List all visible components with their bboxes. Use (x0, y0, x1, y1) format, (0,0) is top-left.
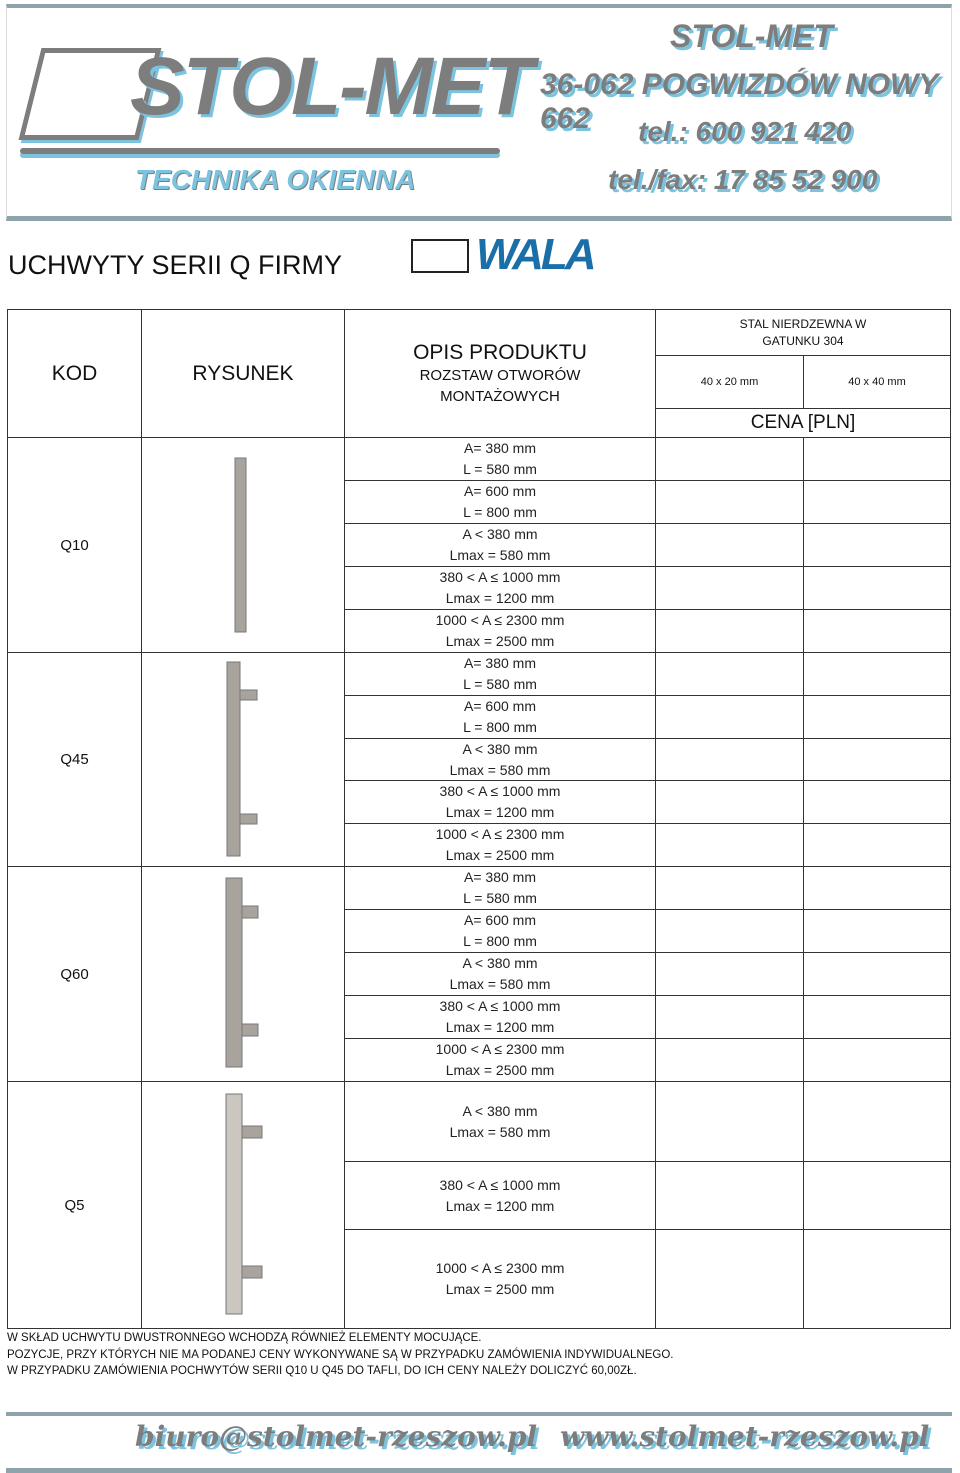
option-line: A < 380 mm (462, 955, 538, 971)
phone: tel.: 600 921 420 (638, 116, 852, 147)
logo-underline (20, 148, 500, 154)
header-text: OPIS PRODUKTU (413, 340, 587, 364)
option-line: Lmax = 2500 mm (445, 1062, 555, 1078)
header-text: KOD (51, 361, 98, 385)
option-cell: A < 380 mm Lmax = 580 mm (344, 523, 656, 567)
code: Q45 (60, 751, 89, 768)
option-line: A < 380 mm (462, 740, 538, 757)
option-line: Lmax = 1200 mm (445, 590, 555, 606)
option-line: Lmax = 2500 mm (445, 1281, 555, 1297)
handle-q10 (234, 457, 247, 633)
option-line: 380 < A ≤ 1000 mm (439, 1176, 561, 1193)
option-cell: 1000 < A ≤ 2300 mm Lmax = 2500 mm (344, 1229, 656, 1329)
header-text: STAL NIERDZEWNA W GATUNKU 304 (739, 316, 867, 348)
header-desc: OPIS PRODUKTU ROZSTAW OTWORÓW MONTAŻOWYCH (344, 309, 656, 438)
option-line: 380 < A ≤ 1000 mm (439, 569, 561, 585)
standoff (241, 905, 259, 919)
option-line: 380 < A ≤ 1000 mm (439, 783, 561, 800)
option-line: A < 380 mm (462, 526, 538, 542)
option-line: L = 800 mm (463, 933, 537, 949)
option-line: 380 < A ≤ 1000 mm (439, 998, 561, 1014)
option-line: Lmax = 1200 mm (445, 1197, 555, 1214)
header-text: 40 x 20 mm (700, 376, 759, 388)
option-cell: A < 380 mm Lmax = 580 mm (344, 952, 656, 996)
option-line: 1000 < A ≤ 2300 mm (435, 826, 565, 843)
company: STOL-MET (670, 18, 833, 54)
option-line: Lmax = 1200 mm (445, 1019, 555, 1035)
option-line: Lmax = 580 mm (449, 976, 551, 992)
header-text: RYSUNEK (192, 361, 294, 385)
address: 36-062 POGWIZDÓW NOWY 662 (540, 68, 938, 135)
handle-q45 (226, 661, 241, 857)
note: POZYCJE, PRZY KTÓRYCH NIE MA PODANEJ CEN… (7, 1348, 674, 1361)
option-line: L = 800 mm (463, 718, 537, 735)
fax: tel./fax: 17 85 52 900 (608, 164, 878, 195)
standoff (241, 1265, 263, 1279)
option-line: L = 580 mm (463, 890, 537, 906)
note: W PRZYPADKU ZAMÓWIENIA POCHWYTÓW SERII Q… (7, 1365, 637, 1377)
email: biuro@stolmet-rzeszow.pl (135, 1420, 538, 1453)
option-line: 1000 < A ≤ 2300 mm (435, 1260, 565, 1276)
code: Q60 (60, 965, 89, 983)
standoff (239, 813, 258, 825)
header-text: ROZSTAW OTWORÓW MONTAŻOWYCH (419, 366, 581, 405)
title: UCHWYTY SERII Q FIRMY (8, 250, 343, 280)
brand-w (411, 239, 469, 273)
code: Q10 (60, 536, 89, 554)
price-cell (803, 1229, 951, 1329)
standoff (241, 1125, 263, 1139)
option-line: L = 800 mm (463, 504, 537, 520)
option-line: 1000 < A ≤ 2300 mm (435, 1041, 565, 1057)
option-line: A= 380 mm (464, 654, 536, 671)
tagline: TECHNIKA OKIENNA (135, 164, 416, 195)
notes: W SKŁAD UCHWYTU DWUSTRONNEGO WCHODZĄ RÓW… (7, 1330, 673, 1380)
handle-q5 (225, 1093, 243, 1315)
option-line: L = 580 mm (463, 461, 537, 477)
option-line: Lmax = 580 mm (449, 761, 551, 778)
option-line: L = 580 mm (463, 675, 537, 692)
note: W SKŁAD UCHWYTU DWUSTRONNEGO WCHODZĄ RÓW… (7, 1332, 482, 1344)
option-line: A= 380 mm (464, 440, 536, 456)
option-line: Lmax = 1200 mm (445, 804, 555, 821)
standoff (241, 1023, 259, 1037)
standoff (239, 689, 258, 701)
option-line: A < 380 mm (462, 1102, 538, 1119)
code: Q5 (64, 1196, 85, 1214)
handle-q60 (225, 877, 243, 1068)
option-line: A= 600 mm (464, 912, 536, 928)
brand: WALA (476, 230, 597, 279)
header-box (6, 4, 952, 221)
header-text: CENA [PLN] (750, 412, 856, 433)
option-line: Lmax = 580 mm (449, 547, 551, 563)
website: www.stolmet-rzeszow.pl (560, 1420, 930, 1453)
option-line: A= 600 mm (464, 483, 536, 499)
option-line: A= 380 mm (464, 869, 536, 885)
footer-band (6, 1412, 952, 1473)
option-line: Lmax = 2500 mm (445, 847, 555, 864)
option-line: 1000 < A ≤ 2300 mm (435, 612, 565, 628)
option-line: Lmax = 580 mm (449, 1123, 551, 1140)
option-line: A= 600 mm (464, 697, 536, 714)
option-line: Lmax = 2500 mm (445, 633, 555, 649)
logo: STOL-MET (130, 41, 534, 132)
header-text: 40 x 40 mm (848, 376, 906, 388)
